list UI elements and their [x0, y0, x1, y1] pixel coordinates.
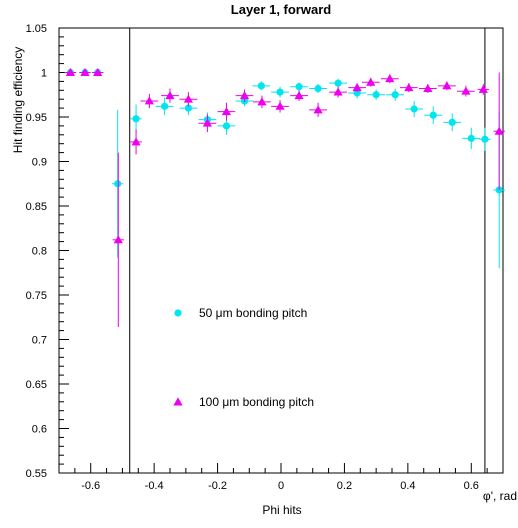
y-axis-label: Hit finding efficiency: [11, 47, 25, 154]
data-point-pitch-100um: [333, 87, 343, 96]
data-point-pitch-50um: [161, 102, 169, 110]
data-point-pitch-50um: [184, 104, 192, 112]
data-point-pitch-50um: [372, 91, 380, 99]
data-point-pitch-100um: [366, 77, 376, 86]
data-point-pitch-100um: [404, 83, 414, 92]
legend-label-pitch-50um: 50 μm bonding pitch: [199, 306, 307, 320]
data-point-pitch-50um: [410, 105, 418, 113]
data-point-pitch-100um: [313, 105, 323, 114]
data-point-pitch-50um: [314, 84, 322, 93]
data-point-pitch-100um: [113, 235, 123, 244]
legend: 50 μm bonding pitch 100 μm bonding pitch: [173, 306, 314, 409]
data-point-pitch-50um: [353, 89, 361, 97]
y-tick-label: 0.8: [32, 246, 47, 258]
data-point-pitch-100um: [294, 91, 304, 100]
chart-title: Layer 1, forward: [231, 2, 331, 17]
y-tick-label: 0.65: [26, 379, 47, 391]
y-tick-label: 1: [41, 68, 47, 80]
plot-area: 0.55 0.6 0.65 0.7 0.75 0.8 0.85 0.9 0.95 1 1.05 -0.…: [26, 23, 505, 492]
data-point-pitch-100um: [494, 126, 504, 135]
y-tick-label: 0.95: [26, 112, 47, 124]
x-tick-label: 0.2: [337, 480, 352, 492]
data-point-pitch-100um: [65, 67, 76, 76]
x-tick-label: -0.4: [145, 480, 164, 492]
data-point-pitch-100um: [221, 107, 232, 116]
data-point-pitch-100um: [385, 74, 395, 83]
data-point-pitch-100um: [144, 96, 154, 105]
data-point-pitch-50um: [132, 115, 140, 123]
data-point-pitch-100um: [478, 84, 488, 93]
x-axis-label: Phi hits: [262, 503, 301, 517]
y-tick-label: 0.9: [32, 157, 47, 169]
data-point-pitch-100um: [352, 83, 362, 92]
data-point-pitch-100um: [239, 91, 250, 100]
data-point-pitch-100um: [257, 97, 267, 106]
data-point-pitch-50um: [467, 134, 475, 142]
y-tick-label: 0.6: [32, 424, 47, 436]
data-point-pitch-50um: [114, 180, 122, 188]
y-tick-label: 0.75: [26, 290, 47, 302]
data-point-pitch-100um: [442, 81, 452, 90]
data-point-pitch-50um: [391, 91, 399, 99]
x-tick-label: 0: [278, 480, 284, 492]
data-point-pitch-50um: [334, 79, 342, 87]
x-axis-unit-label: φ', rad: [483, 489, 517, 503]
data-point-pitch-100um: [131, 137, 141, 146]
x-tick-label: -0.6: [81, 480, 100, 492]
data-point-pitch-50um: [257, 82, 265, 90]
data-point-pitch-100um: [93, 67, 103, 76]
data-point-pitch-50um: [295, 83, 303, 91]
legend-marker-pitch-100um: [173, 397, 183, 406]
x-tick-label: 0.4: [400, 480, 415, 492]
data-point-pitch-100um: [275, 101, 285, 110]
data-point-pitch-100um: [461, 86, 471, 95]
y-tick-label: 0.85: [26, 201, 47, 213]
data-point-pitch-50um: [222, 122, 231, 130]
data-point-pitch-100um: [202, 118, 213, 127]
data-point-pitch-100um: [183, 94, 193, 103]
data-point-pitch-100um: [423, 83, 433, 92]
data-point-pitch-100um: [80, 67, 90, 76]
y-tick-label: 0.55: [26, 468, 47, 480]
x-tick-label: -0.2: [208, 480, 227, 492]
y-tick-label: 1.05: [26, 23, 47, 35]
data-point-pitch-50um: [276, 88, 284, 96]
data-point-pitch-50um: [448, 118, 456, 126]
legend-marker-pitch-50um: [174, 309, 182, 317]
legend-label-pitch-100um: 100 μm bonding pitch: [199, 395, 314, 409]
data-point-pitch-50um: [481, 135, 489, 143]
x-tick-label: 0.6: [464, 480, 479, 492]
data-point-pitch-50um: [429, 111, 437, 119]
data-point-pitch-100um: [165, 91, 175, 100]
y-tick-label: 0.7: [32, 335, 47, 347]
